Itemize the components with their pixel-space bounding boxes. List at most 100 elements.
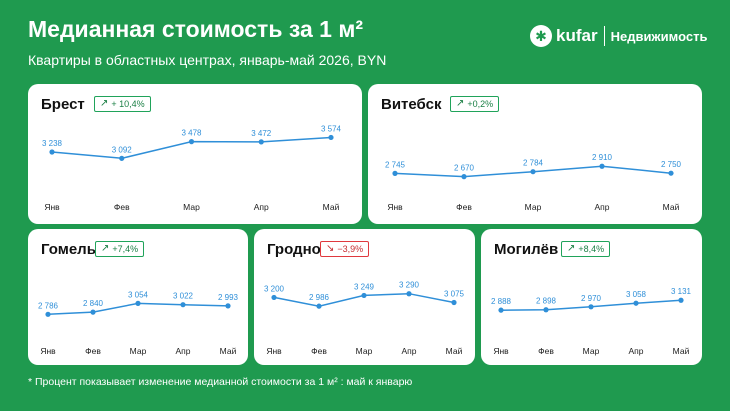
data-point [90, 309, 96, 315]
data-label: 3 022 [173, 292, 194, 301]
x-tick-label: Май [323, 202, 340, 212]
x-tick-label: Фев [85, 346, 101, 356]
chart-title: Гомель [41, 241, 96, 258]
data-point [392, 170, 398, 176]
x-tick-label: Янв [493, 346, 509, 356]
change-badge: ↗ +7,4% [95, 241, 145, 257]
data-point [633, 300, 639, 306]
x-tick-label: Фев [114, 202, 130, 212]
arrow-up-right-icon: ↗ [456, 98, 465, 109]
data-point [498, 307, 504, 313]
logo-divider [603, 26, 605, 46]
line-chart: 2 786 Янв 2 840 Фев 3 054 Мар 3 022 Апр 2 993 Май [38, 290, 239, 356]
chart-title: Гродно [267, 241, 321, 258]
chart-title: Брест [41, 96, 85, 113]
x-tick-label: Май [663, 202, 680, 212]
change-badge-text: +7,4% [112, 243, 139, 254]
x-tick-label: Мар [525, 202, 542, 212]
data-point [461, 174, 467, 180]
change-badge-text: +0,2% [467, 98, 494, 109]
x-tick-label: Май [220, 346, 237, 356]
data-point [361, 292, 367, 299]
data-label: 2 786 [38, 301, 59, 310]
x-tick-label: Апр [629, 346, 644, 356]
data-point [45, 311, 51, 317]
data-point [188, 139, 195, 145]
x-tick-label: Май [446, 346, 463, 356]
data-label: 3 131 [671, 287, 692, 296]
data-point [135, 300, 141, 306]
data-label: 3 054 [128, 290, 149, 299]
data-point [451, 299, 457, 306]
x-tick-label: Апр [176, 346, 191, 356]
data-label: 3 092 [112, 145, 133, 154]
data-label: 2 750 [661, 160, 682, 169]
data-point [678, 297, 684, 303]
data-label: 2 784 [523, 159, 544, 168]
data-point [668, 170, 674, 176]
data-point [316, 303, 322, 309]
data-point [225, 303, 231, 309]
x-tick-label: Фев [538, 346, 554, 356]
data-point [258, 139, 264, 145]
change-badge: ↗ +0,2% [450, 96, 500, 112]
x-tick-label: Фев [456, 202, 472, 212]
data-point [530, 169, 536, 175]
data-label: 3 472 [251, 129, 272, 138]
page-title: Медианная стоимость за 1 м² [28, 16, 364, 42]
x-tick-label: Мар [583, 346, 600, 356]
data-point [180, 302, 186, 308]
data-label: 2 745 [385, 160, 406, 169]
data-point [271, 294, 277, 301]
data-label: 2 840 [83, 299, 104, 308]
chart-card-gomel: Гомель ↗ +7,4% 2 786 Янв 2 840 Фев 3 054 Мар 3 02… [28, 229, 248, 365]
line-chart: 2 745 Янв 2 670 Фев 2 784 Мар 2 910 Апр 2 750 Май [385, 153, 682, 212]
logo-brand-text: kufar [556, 26, 598, 45]
data-label: 3 200 [264, 284, 285, 293]
data-point [588, 304, 594, 310]
chart-card-vitebsk: Витебск ↗ +0,2% 2 745 Янв 2 670 Фев 2 784 Мар 2 9… [368, 84, 702, 224]
data-point [406, 291, 412, 297]
x-tick-label: Мар [183, 202, 200, 212]
data-label: 3 075 [444, 290, 465, 299]
x-tick-label: Апр [402, 346, 417, 356]
change-badge-text: −3,9% [337, 243, 364, 254]
change-badge: ↗ +8,4% [561, 241, 611, 257]
change-badge-text: +8,4% [578, 243, 605, 254]
line-chart: 3 238 Янв 3 092 Фев 3 478 Мар 3 472 Апр 3 574 Май [42, 124, 342, 212]
x-tick-label: Мар [356, 346, 373, 356]
chart-title: Витебск [381, 96, 442, 113]
data-label: 2 970 [581, 294, 602, 303]
arrow-up-right-icon: ↗ [101, 243, 110, 254]
data-label: 2 993 [218, 293, 239, 302]
chart-title: Могилёв [494, 241, 559, 258]
x-tick-label: Янв [266, 346, 282, 356]
footnote: * Процент показывает изменение медианной… [28, 376, 413, 388]
arrow-down-right-icon: ↘ [326, 243, 335, 254]
data-label: 3 058 [626, 290, 647, 299]
chart-card-brest: Брест ↗ + 10,4% 3 238 Янв 3 092 Фев 3 478 Мар 3 4… [28, 84, 362, 224]
arrow-up-right-icon: ↗ [100, 98, 109, 109]
brand-logo: ✱ kufar Недвижимость [530, 24, 707, 48]
change-badge: ↘ −3,9% [320, 241, 370, 257]
x-tick-label: Апр [254, 202, 269, 212]
data-label: 2 898 [536, 297, 557, 306]
x-tick-label: Май [673, 346, 690, 356]
data-label: 3 238 [42, 139, 63, 148]
data-label: 2 910 [592, 153, 613, 162]
change-badge-text: + 10,4% [111, 98, 145, 109]
data-label: 2 670 [454, 164, 475, 173]
change-badge: ↗ + 10,4% [94, 96, 151, 112]
page-subtitle: Квартиры в областных центрах, январь-май… [28, 52, 387, 68]
data-label: 3 478 [181, 129, 202, 138]
data-label: 3 249 [354, 282, 375, 291]
logo-section-text: Недвижимость [610, 28, 708, 44]
x-tick-label: Янв [44, 202, 60, 212]
x-tick-label: Апр [595, 202, 610, 212]
x-tick-label: Янв [387, 202, 403, 212]
data-label: 2 888 [491, 297, 512, 306]
chart-card-mogilev: Могилёв ↗ +8,4% 2 888 Янв 2 898 Фев 2 970 Мар 3 0… [481, 229, 702, 365]
data-point [543, 307, 549, 313]
data-label: 2 986 [309, 293, 330, 302]
data-label: 3 574 [321, 124, 342, 133]
